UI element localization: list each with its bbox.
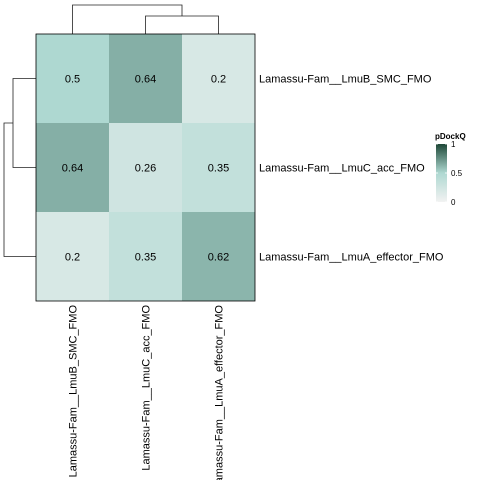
heatmap-cell	[182, 34, 255, 123]
cell-value-label: 0.35	[208, 163, 229, 175]
legend-ticks: 00.51	[436, 140, 463, 207]
heatmap-cell-labels: 0.5 0.64 0.2 0.64 0.26 0.35 0.2 0.35 0.62	[62, 74, 229, 264]
column-label: Lamassu-Fam__LmuA_effector_FMO	[214, 305, 226, 480]
row-dendrogram-branch	[12, 78, 36, 168]
column-dendrogram-branch	[72, 4, 183, 34]
row-label: Lamassu-Fam__LmuA_effector_FMO	[259, 252, 444, 264]
row-dendrogram-branch	[3, 122, 36, 257]
legend-tick-label: 1	[451, 140, 456, 149]
cell-value-label: 0.64	[62, 163, 83, 175]
heatmap-cell	[36, 212, 109, 301]
cell-value-label: 0.26	[135, 163, 156, 175]
heatmap-cell	[109, 212, 182, 301]
legend-title: pDockQ	[435, 132, 466, 141]
heatmap-cell	[36, 34, 109, 123]
heatmap-cell	[109, 123, 182, 212]
cell-value-label: 0.35	[135, 252, 156, 264]
heatmap-cell	[36, 123, 109, 212]
cell-value-label: 0.64	[135, 74, 156, 86]
cell-value-label: 0.2	[211, 74, 226, 86]
row-label: Lamassu-Fam__LmuC_acc_FMO	[259, 163, 425, 175]
column-dendrogram-branch	[145, 15, 219, 34]
column-label: Lamassu-Fam__LmuB_SMC_FMO	[68, 305, 80, 478]
cell-value-label: 0.5	[65, 74, 80, 86]
cell-value-label: 0.62	[208, 252, 229, 264]
heatmap-cell	[109, 34, 182, 123]
heatmap-cell	[182, 123, 255, 212]
cell-value-label: 0.2	[65, 252, 80, 264]
legend-tick-label: 0.5	[451, 169, 463, 178]
row-labels: Lamassu-Fam__LmuB_SMC_FMO Lamassu-Fam__Lm…	[259, 74, 444, 264]
heatmap-cell	[182, 212, 255, 301]
row-label: Lamassu-Fam__LmuB_SMC_FMO	[259, 74, 432, 86]
row-dendrogram	[3, 78, 36, 257]
column-labels: Lamassu-Fam__LmuB_SMC_FMO Lamassu-Fam__Lm…	[68, 305, 226, 480]
legend-tick-label: 0	[451, 198, 456, 207]
column-dendrogram	[72, 4, 219, 34]
column-label: Lamassu-Fam__LmuC_acc_FMO	[141, 305, 153, 471]
heatmap-cells	[36, 34, 255, 301]
heatmap-border	[35, 33, 256, 302]
legend-color-bar	[436, 144, 447, 202]
color-legend: pDockQ 00.51	[435, 132, 466, 207]
